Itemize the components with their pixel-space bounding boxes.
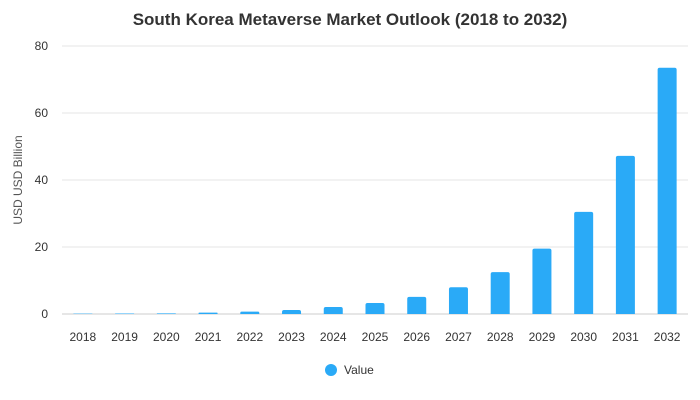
bar-2029[interactable] xyxy=(532,248,552,314)
y-tick-label: 60 xyxy=(35,106,49,120)
bar-2030[interactable] xyxy=(574,211,594,314)
x-axis-ticks: 2018 2019 2020 2021 2022 2023 2024 2025 2026 2027… xyxy=(70,330,681,344)
bar-2025[interactable] xyxy=(365,302,385,314)
bar-2020[interactable] xyxy=(156,313,176,314)
x-tick-label: 2021 xyxy=(195,330,222,344)
x-tick-label: 2022 xyxy=(236,330,263,344)
y-tick-label: 0 xyxy=(41,307,48,321)
chart-title: South Korea Metaverse Market Outlook (20… xyxy=(133,10,568,29)
gridlines xyxy=(62,45,688,315)
x-tick-label: 2027 xyxy=(445,330,472,344)
y-axis-label: USD USD Billion xyxy=(11,135,25,224)
bar-2023[interactable] xyxy=(282,309,302,314)
bar-2031[interactable] xyxy=(615,155,635,314)
x-tick-label: 2028 xyxy=(487,330,514,344)
bar-2028[interactable] xyxy=(490,272,510,314)
x-tick-label: 2020 xyxy=(153,330,180,344)
legend[interactable]: Value xyxy=(325,363,374,377)
legend-label: Value xyxy=(344,363,374,377)
y-axis-ticks: 0 20 40 60 80 xyxy=(35,39,49,321)
x-tick-label: 2032 xyxy=(654,330,681,344)
x-tick-label: 2024 xyxy=(320,330,347,344)
bar-2032[interactable] xyxy=(657,67,677,315)
y-tick-label: 80 xyxy=(35,39,49,53)
y-tick-label: 40 xyxy=(35,173,49,187)
bar-2026[interactable] xyxy=(407,296,427,314)
bar-2019[interactable] xyxy=(115,313,135,314)
x-tick-label: 2025 xyxy=(362,330,389,344)
x-tick-label: 2019 xyxy=(111,330,138,344)
x-tick-label: 2031 xyxy=(612,330,639,344)
x-tick-label: 2029 xyxy=(529,330,556,344)
bar-2021[interactable] xyxy=(198,312,218,314)
legend-marker-icon xyxy=(325,364,337,376)
x-tick-label: 2026 xyxy=(403,330,430,344)
bars xyxy=(73,67,677,315)
x-tick-label: 2018 xyxy=(70,330,97,344)
y-tick-label: 20 xyxy=(35,240,49,254)
x-tick-label: 2030 xyxy=(570,330,597,344)
bar-2027[interactable] xyxy=(448,287,468,314)
x-tick-label: 2023 xyxy=(278,330,305,344)
bar-2022[interactable] xyxy=(240,311,260,314)
bar-2024[interactable] xyxy=(323,306,343,314)
